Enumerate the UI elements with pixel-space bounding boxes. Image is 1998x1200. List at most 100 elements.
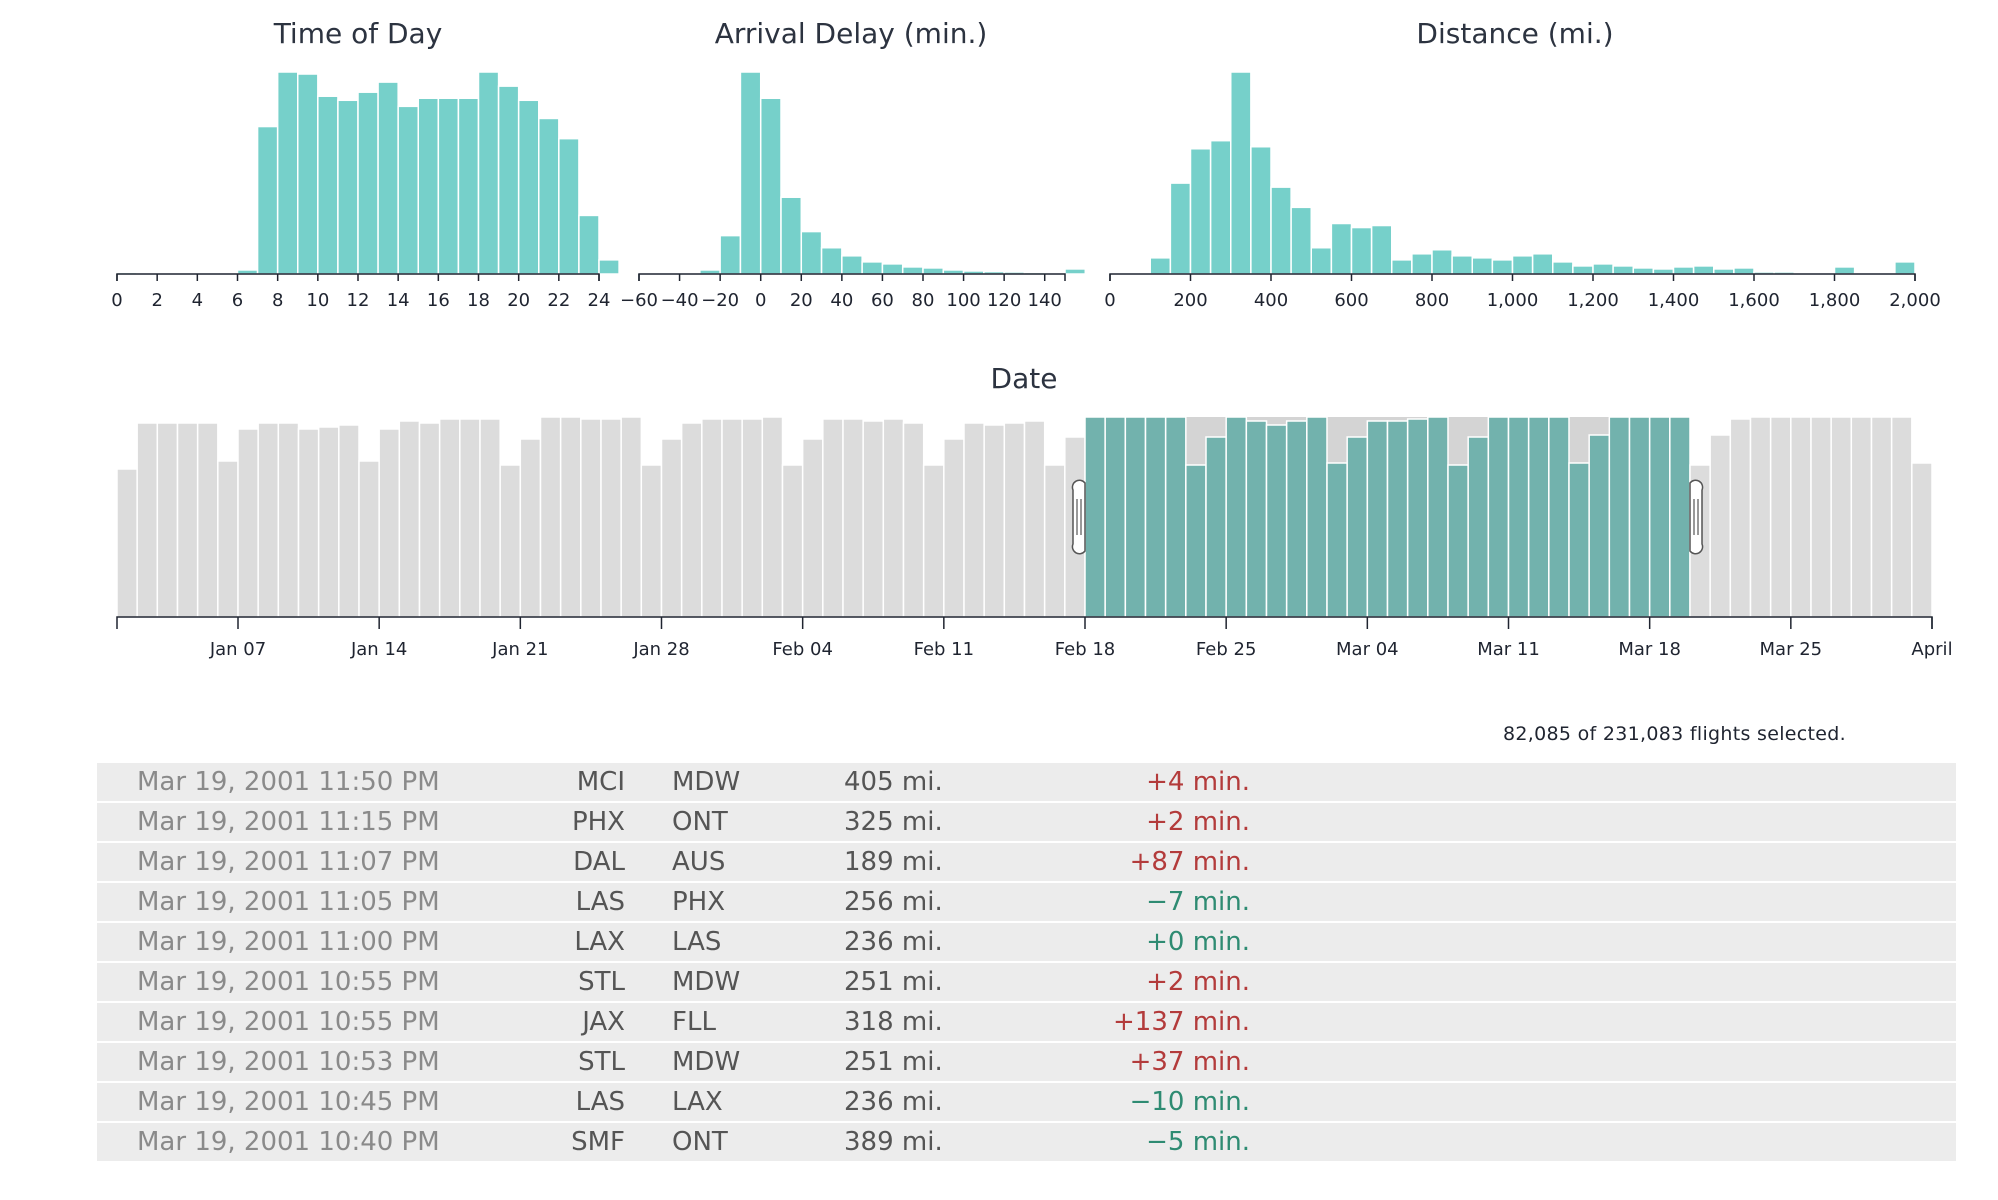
arrival-delay-bar — [739, 71, 762, 275]
flight-origin: STL — [578, 1047, 625, 1077]
date-bar — [902, 422, 925, 618]
flight-distance: 236 mi. — [844, 1087, 943, 1117]
flight-delay: +4 min. — [1146, 767, 1250, 797]
date-bar — [761, 416, 784, 618]
date-bar — [196, 422, 219, 618]
time-of-day-title: Time of Day — [273, 17, 443, 50]
date-bar-selected — [1568, 462, 1590, 618]
distance-tick-label: 1,000 — [1487, 290, 1539, 311]
time-of-day-tick-label: 16 — [427, 290, 450, 311]
distance-bar — [1149, 257, 1172, 275]
date-bar — [1790, 416, 1812, 618]
arrival-delay-bar — [861, 261, 884, 275]
date-bar — [701, 418, 723, 618]
arrival-delay-tick-label: −40 — [661, 290, 699, 311]
date-bar-selected — [1628, 416, 1651, 618]
date-tick-label: Jan 21 — [491, 639, 548, 660]
date-bar — [418, 422, 441, 618]
date-bar — [378, 428, 401, 618]
arrival-delay-bar — [820, 246, 843, 275]
time-of-day-bar — [578, 214, 600, 275]
distance-bar — [1250, 145, 1272, 275]
date-bar — [660, 438, 683, 618]
date-bar-selected — [1326, 462, 1348, 618]
date-bar-selected — [1527, 416, 1550, 618]
date-bar-selected — [1487, 416, 1510, 618]
date-bar — [1870, 416, 1893, 618]
time-of-day-bar — [276, 71, 299, 275]
time-of-day-tick-label: 2 — [151, 290, 162, 311]
date-bar — [1709, 434, 1732, 618]
flight-origin: PHX — [571, 807, 625, 837]
distance-bar — [1511, 255, 1534, 275]
flight-destination: LAS — [672, 927, 722, 957]
date-brush-handle-right[interactable] — [1689, 479, 1704, 555]
time-of-day-bar — [337, 99, 359, 275]
time-of-day-chart[interactable]: Time of Day 0 2 4 6 8 10 12 14 16 18 20 22 24 — [111, 17, 620, 311]
date-bar — [297, 428, 320, 618]
date-bar — [1890, 416, 1913, 618]
flight-row: Mar 19, 2001 11:15 PM PHX ONT 325 mi. +2 min… — [97, 803, 1956, 841]
arrival-delay-tick-label: 0 — [755, 290, 766, 311]
date-tick-label: Feb 18 — [1055, 639, 1116, 660]
date-tick-label: Mar 25 — [1760, 639, 1823, 660]
arrival-delay-tick-label: 20 — [790, 290, 813, 311]
arrival-delay-bar — [841, 255, 863, 275]
date-tick-label: Jan 14 — [350, 639, 407, 660]
flight-destination: MDW — [672, 767, 741, 797]
brush-grip-icon[interactable] — [1689, 479, 1704, 555]
date-bar — [640, 464, 663, 618]
date-bar-selected — [1285, 420, 1308, 618]
date-bar-selected — [1104, 416, 1127, 618]
distance-tick-label: 1,800 — [1809, 290, 1861, 311]
distance-bar — [1713, 268, 1735, 275]
date-bar — [620, 416, 643, 618]
date-bar — [257, 422, 280, 618]
distance-chart[interactable]: Distance (mi.) 0 200 400 600 800 1,000 1,200 1,… — [1104, 17, 1940, 311]
date-bar — [963, 422, 985, 618]
date-bar-selected — [1608, 416, 1631, 618]
arrival-delay-tick-label: −60 — [620, 290, 658, 311]
flight-delay: −5 min. — [1146, 1127, 1250, 1157]
distance-bar — [1350, 226, 1373, 275]
brush-grip-icon[interactable] — [1071, 479, 1086, 555]
distance-tick-label: 200 — [1173, 290, 1207, 311]
date-bar — [217, 460, 239, 618]
flight-delay: +87 min. — [1129, 847, 1250, 877]
arrival-delay-chart[interactable]: Arrival Delay (min.) −60 −40 −20 0 20 40 60 80 1… — [620, 17, 1087, 311]
distance-bar — [1310, 246, 1333, 275]
flight-distance: 389 mi. — [844, 1127, 943, 1157]
date-bar — [1850, 416, 1873, 618]
date-brush-handle-left[interactable] — [1071, 479, 1086, 555]
flight-date: Mar 19, 2001 11:00 PM — [137, 927, 440, 957]
date-bar-selected — [1346, 436, 1369, 618]
date-bar — [358, 460, 380, 618]
date-bar — [317, 426, 340, 618]
date-bar-selected — [1245, 420, 1268, 618]
date-bar — [559, 416, 582, 618]
time-of-day-tick-label: 8 — [272, 290, 283, 311]
flight-delay: +2 min. — [1146, 967, 1250, 997]
date-bar-selected — [1124, 416, 1147, 618]
date-bar — [580, 418, 602, 618]
date-bar — [600, 418, 622, 618]
date-bar — [680, 422, 703, 618]
flight-delay: −7 min. — [1146, 887, 1250, 917]
date-bar — [983, 424, 1006, 618]
flight-distance: 325 mi. — [844, 807, 943, 837]
date-bar — [781, 464, 804, 618]
arrival-delay-title: Arrival Delay (min.) — [715, 17, 988, 50]
distance-tick-label: 1,600 — [1728, 290, 1780, 311]
date-bar-selected — [1588, 434, 1611, 618]
time-of-day-bar — [417, 97, 440, 275]
date-bar — [842, 418, 864, 618]
time-of-day-bar — [357, 91, 379, 275]
date-tick-label: Jan 07 — [209, 639, 266, 660]
date-bar — [499, 464, 522, 618]
distance-bar — [1189, 148, 1212, 275]
flight-row: Mar 19, 2001 11:50 PM MCI MDW 405 mi. +4 min… — [97, 763, 1956, 801]
date-chart[interactable]: Date Jan 07 Jan 14 Jan 21 Jan 28 Feb 04 Feb 1… — [116, 362, 1953, 660]
flight-origin: JAX — [582, 1007, 625, 1037]
time-of-day-tick-label: 10 — [306, 290, 329, 311]
arrival-delay-tick-label: 120 — [987, 290, 1021, 311]
